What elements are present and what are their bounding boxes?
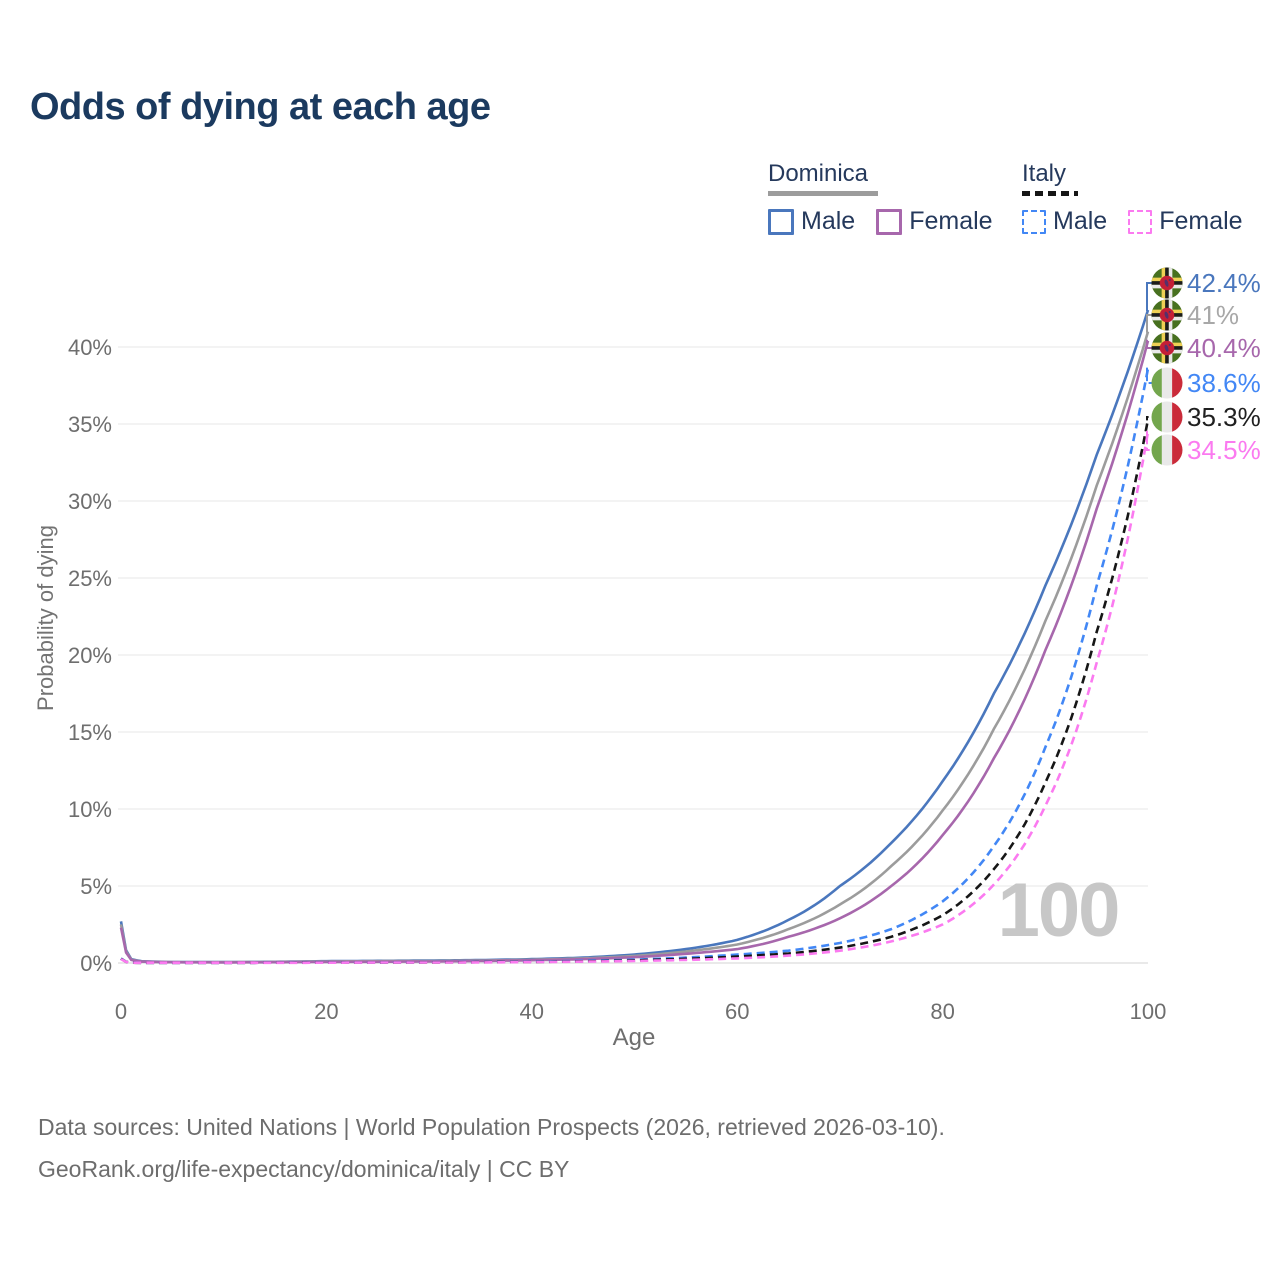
- x-axis-title: Age: [612, 1024, 656, 1051]
- legend-group-dominica: Dominica Male Female: [768, 160, 993, 236]
- legend-item-dominica-female[interactable]: Female: [876, 207, 993, 236]
- x-tick-label: 100: [1130, 999, 1167, 1024]
- end-value-label-italy-both-sexes: 35.3%: [1187, 402, 1261, 432]
- x-tick-label: 80: [930, 999, 954, 1024]
- end-label-connector-dominica-female: [1146, 339, 1152, 349]
- end-label-connector-italy-female: [1146, 430, 1152, 451]
- y-axis-title: Probability of dying: [33, 525, 58, 711]
- watermark-age-100: 100: [998, 868, 1119, 953]
- y-tick-label: 0%: [80, 951, 112, 976]
- legend-group-italy: Italy Male Female: [1022, 160, 1243, 236]
- legend-item-label: Female: [909, 207, 993, 235]
- series-line-italy-female[interactable]: [120, 431, 1150, 965]
- x-tick-label: 60: [725, 999, 749, 1024]
- data-sources-line: Data sources: United Nations | World Pop…: [38, 1114, 945, 1140]
- dominica-line-style-swatch: [768, 191, 878, 196]
- dominica-flag-icon: [1151, 267, 1183, 299]
- end-value-label-italy-female: 34.5%: [1187, 435, 1261, 465]
- x-tick-label: 20: [314, 999, 338, 1024]
- x-tick-label: 40: [520, 999, 544, 1024]
- series-line-dominica-male[interactable]: [119, 309, 1150, 964]
- end-label-connector-italy-male: [1146, 367, 1152, 384]
- y-tick-label: 5%: [80, 874, 112, 899]
- legend-item-dominica-male[interactable]: Male: [768, 207, 855, 236]
- legend-item-italy-female[interactable]: Female: [1128, 207, 1243, 236]
- legend-group-title: Dominica: [768, 160, 869, 187]
- attribution-line: GeoRank.org/life-expectancy/dominica/ita…: [38, 1156, 570, 1182]
- y-tick-label: 25%: [68, 566, 112, 591]
- dominica-flag-icon: [1151, 299, 1183, 331]
- end-value-label-dominica-male: 42.4%: [1187, 268, 1261, 298]
- end-label-connector-italy-both-sexes: [1146, 416, 1152, 421]
- legend-item-label: Female: [1159, 207, 1243, 235]
- legend-group-title: Italy: [1022, 160, 1067, 187]
- legend-item-italy-male[interactable]: Male: [1022, 207, 1107, 236]
- end-label-connector-dominica-male: [1146, 282, 1152, 311]
- y-tick-label: 40%: [68, 335, 112, 360]
- italy-flag-icon: [1151, 367, 1183, 399]
- footer: Data sources: United Nations | World Pop…: [38, 1106, 945, 1190]
- end-label-connector-dominica-both-sexes: [1146, 314, 1152, 333]
- legend-item-label: Male: [1053, 207, 1108, 235]
- y-tick-label: 30%: [68, 489, 112, 514]
- y-tick-label: 10%: [68, 797, 112, 822]
- italy-female-swatch-icon: [1128, 209, 1153, 234]
- italy-male-swatch-icon: [1022, 209, 1046, 234]
- x-tick-label: 0: [115, 999, 127, 1024]
- legend-item-label: Male: [801, 207, 856, 235]
- y-tick-label: 15%: [68, 720, 112, 745]
- y-tick-label: 20%: [68, 643, 112, 668]
- end-value-label-italy-male: 38.6%: [1187, 368, 1261, 398]
- dominica-male-swatch-icon: [768, 208, 794, 235]
- italy-line-style-swatch: [1022, 191, 1078, 196]
- page-title: Odds of dying at each age: [30, 86, 491, 128]
- italy-flag-icon: [1151, 401, 1183, 433]
- dominica-flag-icon: [1151, 332, 1183, 364]
- end-value-label-dominica-female: 40.4%: [1187, 333, 1261, 363]
- italy-flag-icon: [1151, 434, 1183, 466]
- end-value-label-dominica-both-sexes: 41%: [1187, 300, 1239, 330]
- dominica-female-swatch-icon: [876, 208, 903, 235]
- series-line-italy-male[interactable]: [120, 368, 1150, 965]
- y-tick-label: 35%: [68, 412, 112, 437]
